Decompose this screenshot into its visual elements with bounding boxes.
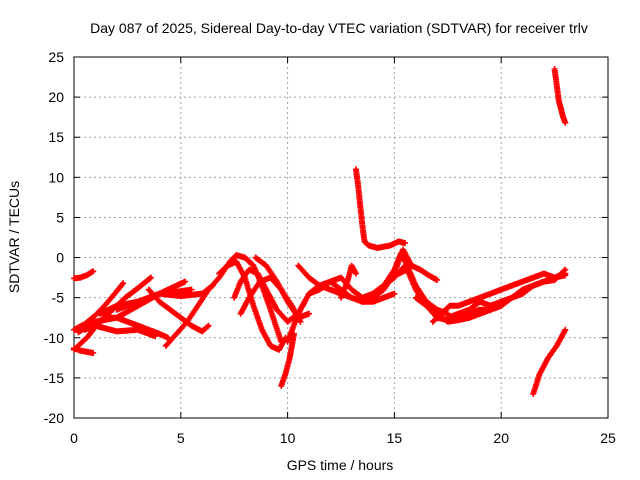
y-tick-label: 10: [48, 169, 64, 185]
marker-trail: [145, 286, 212, 335]
y-tick-label: -5: [52, 290, 65, 306]
series-arc-20: [338, 262, 359, 301]
series-arc-9: [113, 282, 216, 313]
marker-trail: [81, 322, 159, 340]
y-axis-label: SDTVAR / TECUs: [6, 181, 22, 293]
series-arc-16: [278, 330, 297, 389]
y-tick-label: -10: [44, 330, 64, 346]
series-arc-10: [145, 286, 212, 335]
series-arc-29: [530, 326, 569, 397]
y-tick-label: 20: [48, 89, 64, 105]
series-arc-28: [455, 272, 569, 321]
marker-trail: [530, 326, 569, 397]
x-tick-label: 0: [70, 430, 78, 446]
x-tick-label: 15: [387, 430, 403, 446]
x-tick-label: 10: [280, 430, 296, 446]
series-arc-7: [92, 314, 171, 341]
x-axis-label: GPS time / hours: [287, 457, 394, 473]
series-arc-21: [353, 166, 409, 251]
marker-trail: [338, 262, 359, 301]
series-arc-30: [551, 66, 569, 126]
axis-ticks: 0 5 10 15 20 25 -20 -15 -10 -5 0 5 10 15 20 25: [44, 49, 616, 446]
marker-trail: [353, 166, 409, 251]
x-tick-label: 5: [177, 430, 185, 446]
y-tick-label: 15: [48, 129, 64, 145]
y-tick-label: 25: [48, 49, 64, 65]
series-arc-1: [71, 268, 97, 282]
y-tick-label: 0: [56, 250, 64, 266]
marker-trail: [92, 314, 171, 341]
chart-title: Day 087 of 2025, Sidereal Day-to-day VTE…: [90, 20, 588, 36]
x-tick-label: 20: [493, 430, 509, 446]
y-tick-label: 5: [56, 209, 64, 225]
series-arc-6: [81, 322, 159, 340]
y-tick-label: -15: [44, 370, 64, 386]
marker-trail: [113, 282, 216, 313]
series-arc-3: [71, 280, 127, 333]
marker-trail: [278, 330, 297, 389]
marker-trail: [551, 66, 569, 126]
data-marks: [71, 66, 569, 397]
y-tick-label: -20: [44, 410, 64, 426]
x-tick-label: 25: [600, 430, 616, 446]
marker-trail: [455, 272, 569, 321]
marker-trail: [71, 268, 97, 282]
plot-frame: [73, 56, 609, 419]
marker-trail: [71, 280, 127, 333]
